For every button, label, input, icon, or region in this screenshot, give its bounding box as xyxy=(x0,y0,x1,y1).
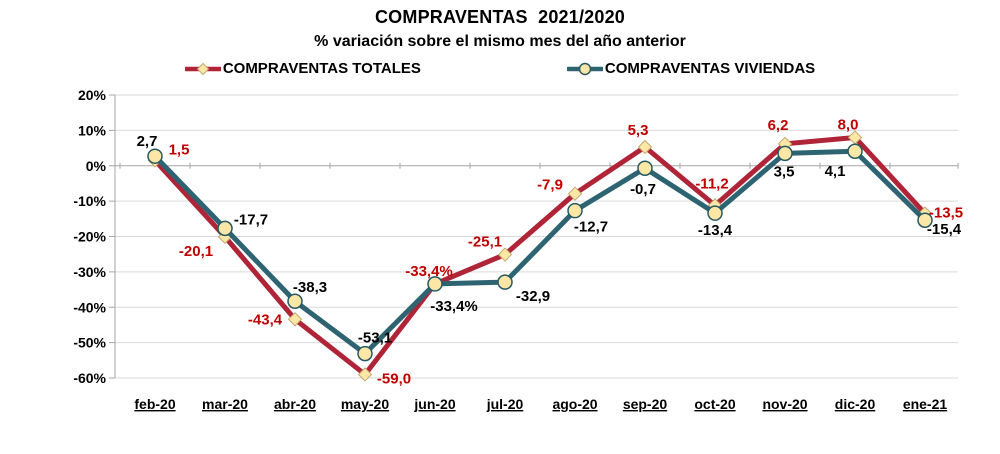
y-axis-label: 10% xyxy=(78,122,107,138)
x-axis-label: nov-20 xyxy=(762,396,807,412)
data-point-marker xyxy=(777,145,793,162)
data-point-label: -12,7 xyxy=(574,219,608,236)
data-point-label: -17,7 xyxy=(234,211,268,228)
data-point-label: -25,1 xyxy=(468,234,502,251)
legend: COMPRAVENTAS TOTALES COMPRAVENTAS VIVIEN… xyxy=(0,60,1000,77)
data-point-marker xyxy=(707,205,723,221)
x-axis-label: mar-20 xyxy=(202,396,248,412)
data-point-label: 6,2 xyxy=(768,117,789,134)
data-point-marker xyxy=(497,247,513,262)
diamond-marker-icon xyxy=(184,62,221,75)
y-axis-label: -50% xyxy=(73,335,106,351)
x-axis-label: ago-20 xyxy=(552,396,597,412)
x-axis-label: ene-21 xyxy=(903,396,948,412)
y-axis-label: -30% xyxy=(73,264,106,280)
series-line-0 xyxy=(152,134,928,377)
x-axis-label: jul-20 xyxy=(486,396,524,412)
data-point-label: -13,4 xyxy=(698,222,733,239)
x-axis-label: may-20 xyxy=(341,396,389,412)
legend-circle-marker xyxy=(578,62,592,75)
data-point-label: -43,4 xyxy=(248,311,283,328)
legend-diamond-marker xyxy=(196,62,210,75)
data-point-marker xyxy=(917,212,933,228)
data-point-label: -33,4% xyxy=(430,298,478,315)
data-point-label: -15,4 xyxy=(927,221,962,238)
data-point-marker xyxy=(287,312,303,327)
x-axis-label: jun-20 xyxy=(413,396,455,412)
data-point-label: 4,1 xyxy=(825,163,846,180)
data-point-label: -13,5 xyxy=(929,205,963,222)
legend-item-totales: COMPRAVENTAS TOTALES xyxy=(184,60,421,77)
legend-label-totales: COMPRAVENTAS TOTALES xyxy=(222,60,421,77)
data-point-marker xyxy=(567,186,583,201)
data-point-label: -11,2 xyxy=(695,175,728,192)
data-point-marker xyxy=(217,220,233,237)
legend-label-viviendas: COMPRAVENTAS VIVIENDAS xyxy=(604,60,816,77)
data-point-marker xyxy=(637,139,653,155)
data-point-label: -20,1 xyxy=(179,243,213,260)
series-line-1 xyxy=(152,148,928,357)
y-axis-label: 20% xyxy=(78,87,107,103)
data-point-label: -0,7 xyxy=(630,181,656,198)
data-point-label: -32,9 xyxy=(516,288,550,305)
circle-marker-icon xyxy=(566,62,603,75)
x-axis-label: oct-20 xyxy=(694,396,735,412)
legend-item-viviendas: COMPRAVENTAS VIVIENDAS xyxy=(566,60,816,77)
data-point-marker xyxy=(637,160,653,176)
data-point-marker xyxy=(357,367,373,382)
data-point-label: 2,7 xyxy=(137,133,158,150)
data-point-label: -38,3 xyxy=(293,279,327,296)
data-point-label: 3,5 xyxy=(774,163,795,180)
data-point-label: 8,0 xyxy=(838,116,859,133)
x-axis-label: dic-20 xyxy=(835,396,876,412)
data-point-marker xyxy=(147,148,163,164)
y-axis-label: -60% xyxy=(73,370,106,386)
data-point-marker xyxy=(497,274,513,290)
data-point-marker xyxy=(567,202,583,219)
data-point-marker xyxy=(847,143,863,159)
y-axis-label: -20% xyxy=(73,229,106,245)
chart-subtitle: % variación sobre el mismo mes del año a… xyxy=(314,33,686,50)
y-axis-label: 0% xyxy=(86,158,107,174)
data-point-label: -33,4% xyxy=(405,263,453,280)
data-point-label: -7,9 xyxy=(537,177,563,194)
data-point-label: -53,1 xyxy=(358,330,392,347)
chart-title: COMPRAVENTAS 2021/2020 xyxy=(374,7,626,27)
data-point-label: 5,3 xyxy=(628,122,649,139)
x-axis-label: abr-20 xyxy=(274,396,316,412)
y-axis-label: -40% xyxy=(73,299,106,315)
x-axis-label: feb-20 xyxy=(134,396,175,412)
y-axis-label: -10% xyxy=(73,193,106,209)
x-axis-label: sep-20 xyxy=(623,396,668,412)
data-point-marker xyxy=(427,276,443,292)
data-point-marker xyxy=(357,345,373,362)
data-point-label: -59,0 xyxy=(377,370,411,387)
data-point-marker xyxy=(287,293,303,309)
data-point-label: 1,5 xyxy=(169,141,190,158)
